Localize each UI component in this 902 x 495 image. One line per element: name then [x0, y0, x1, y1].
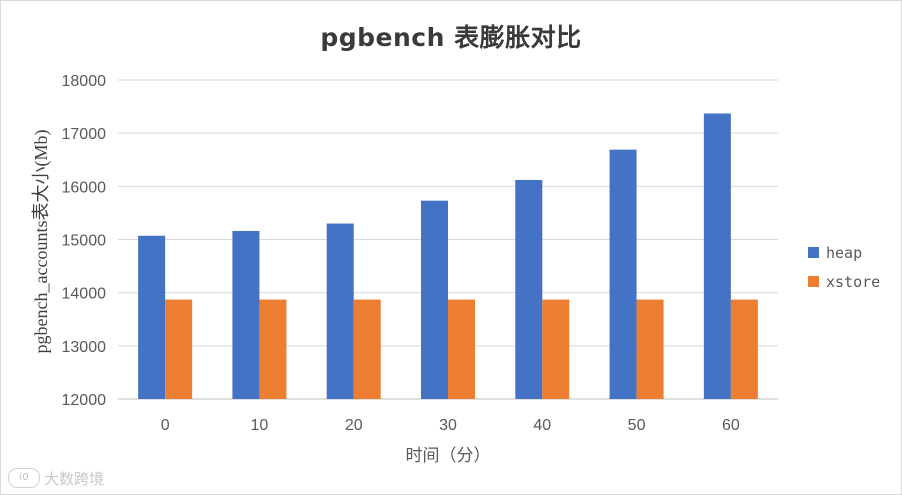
y-tick-label: 18000	[62, 73, 107, 90]
y-tick-label: 13000	[62, 339, 107, 356]
bar-heap	[232, 230, 260, 399]
legend: heap xstore	[808, 244, 880, 291]
x-tick-label: 40	[533, 417, 551, 434]
y-tick-label: 15000	[62, 233, 107, 250]
bar-heap	[703, 113, 731, 400]
bar-xstore	[448, 299, 475, 399]
legend-label-heap: heap	[826, 244, 862, 262]
x-axis-title: 时间（分）	[406, 446, 491, 466]
bar-xstore	[636, 299, 664, 399]
x-tick-label: 10	[251, 417, 269, 434]
bar-xstore	[353, 299, 381, 399]
x-tick-label: 0	[161, 417, 170, 434]
legend-swatch-heap	[808, 247, 819, 258]
bar-heap	[515, 179, 543, 399]
y-axis-title: pgbench_accounts表大小(Mb)	[31, 130, 52, 354]
chart-title: pgbench 表膨胀对比	[320, 23, 582, 52]
bars	[138, 113, 758, 400]
bar-xstore	[542, 299, 570, 399]
legend-label-xstore: xstore	[826, 273, 880, 291]
x-tick-label: 20	[345, 417, 363, 434]
y-tick-label: 14000	[62, 286, 107, 303]
watermark-logo: i0	[8, 468, 40, 488]
y-tick-label: 16000	[62, 179, 107, 196]
x-tick-label: 60	[722, 417, 740, 434]
bar-heap	[609, 149, 637, 399]
bar-xstore	[165, 299, 193, 399]
bar-heap	[326, 223, 354, 399]
x-tick-labels: 0 10 20 30 40 50 60	[161, 417, 740, 434]
legend-swatch-xstore	[808, 276, 819, 287]
bar-heap	[421, 200, 448, 399]
y-tick-labels: 12000 13000 14000 15000 16000 17000 18000	[62, 73, 107, 409]
x-tick-label: 50	[628, 417, 646, 434]
y-tick-label: 17000	[62, 126, 107, 143]
watermark-text: 大数跨境	[44, 469, 105, 488]
bar-heap	[138, 235, 166, 399]
watermark: i0 大数跨境	[8, 466, 104, 490]
y-tick-label: 12000	[62, 392, 107, 409]
bar-xstore	[259, 299, 287, 399]
x-tick-label: 30	[439, 417, 457, 434]
bar-xstore	[730, 299, 758, 399]
